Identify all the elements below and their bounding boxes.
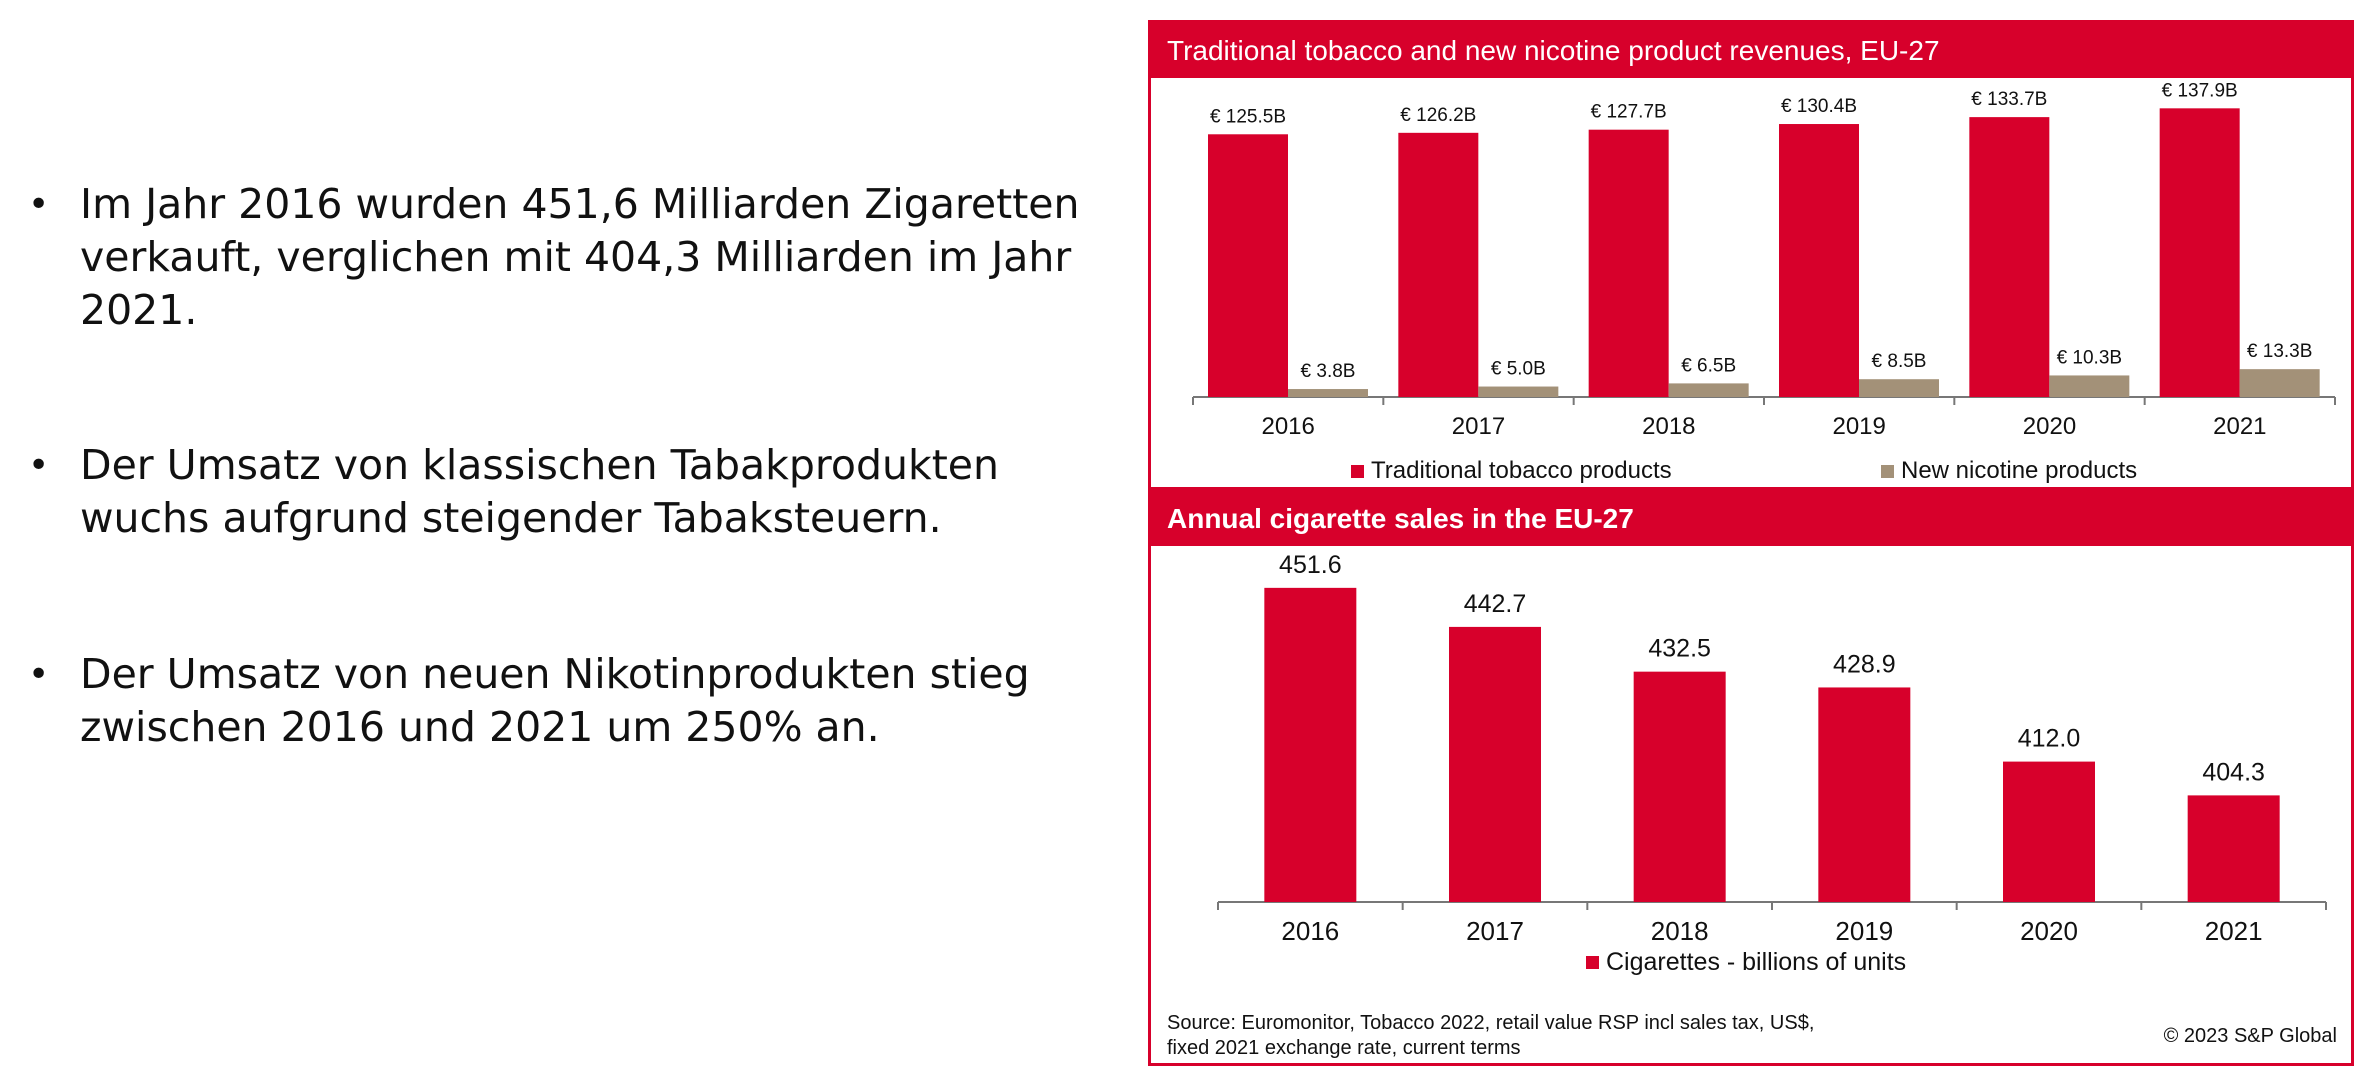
bar xyxy=(2187,795,2280,902)
data-label: 404.3 xyxy=(2202,758,2265,786)
bar xyxy=(2159,108,2240,397)
x-tick-label: 2019 xyxy=(1835,916,1893,946)
data-label: € 133.7B xyxy=(1971,89,2047,110)
data-label: € 5.0B xyxy=(1491,359,1546,380)
data-label: € 137.9B xyxy=(2162,80,2238,101)
bar xyxy=(1478,386,1559,397)
copyright: © 2023 S&P Global xyxy=(2163,1025,2337,1047)
data-label: 442.7 xyxy=(1464,590,1527,618)
data-label: 428.9 xyxy=(1833,650,1896,678)
x-tick-label: 2020 xyxy=(2023,413,2076,440)
bar xyxy=(1208,134,1288,397)
revenue-chart: € 125.5B € 3.8B 2016 € 126.2B € 5.0B 2017 € 12… xyxy=(1192,80,2336,484)
bullet-item: • Der Umsatz von neuen Nikotinprodukten … xyxy=(28,648,1108,754)
legend-swatch xyxy=(1586,956,1599,969)
data-label: 412.0 xyxy=(2018,725,2081,753)
data-label: € 126.2B xyxy=(1400,105,1476,126)
x-tick-label: 2018 xyxy=(1651,916,1709,946)
chart-title: Annual cigarette sales in the EU-27 xyxy=(1151,491,2351,546)
bar xyxy=(1969,117,2050,397)
x-tick-label: 2017 xyxy=(1452,413,1505,440)
bar xyxy=(1588,129,1669,397)
bar xyxy=(2239,369,2320,397)
bar xyxy=(1818,687,1911,902)
bullet-item: • Im Jahr 2016 wurden 451,6 Milliarden Z… xyxy=(28,178,1108,337)
x-tick-label: 2021 xyxy=(2205,916,2263,946)
data-label: € 3.8B xyxy=(1301,361,1356,382)
data-label: € 125.5B xyxy=(1210,106,1286,127)
legend-label: Traditional tobacco products xyxy=(1371,457,1672,484)
bullet-dot: • xyxy=(28,184,50,225)
bullet-text: Im Jahr 2016 wurden 451,6 Milliarden Zig… xyxy=(80,180,1080,334)
x-tick-label: 2021 xyxy=(2213,413,2266,440)
x-tick-label: 2017 xyxy=(1466,916,1524,946)
data-label: € 6.5B xyxy=(1681,355,1736,376)
cigarette-sales-panel: Annual cigarette sales in the EU-27 451.… xyxy=(1148,488,2354,1066)
bar xyxy=(2003,761,2095,902)
bar xyxy=(1668,383,1749,397)
bar xyxy=(1264,587,1357,902)
legend-label: Cigarettes - billions of units xyxy=(1606,948,1906,976)
bar xyxy=(1288,389,1368,397)
x-tick-label: 2019 xyxy=(1832,413,1885,440)
cigarette-sales-chart: 451.6 2016 442.7 2017 432.5 2018 428.9 2019 412.… xyxy=(1217,551,2327,976)
chart-title: Traditional tobacco and new nicotine pro… xyxy=(1151,23,2351,78)
legend-swatch xyxy=(1881,465,1894,478)
data-label: € 10.3B xyxy=(2057,347,2123,368)
bullet-dot: • xyxy=(28,445,50,486)
bullet-dot: • xyxy=(28,654,50,695)
x-tick-label: 2020 xyxy=(2020,916,2078,946)
bar xyxy=(1859,379,1939,397)
x-tick-label: 2016 xyxy=(1281,916,1339,946)
source-note: Source: Euromonitor, Tobacco 2022, retai… xyxy=(1167,1012,1815,1059)
bar xyxy=(1779,124,1859,398)
data-label: 451.6 xyxy=(1279,551,1342,579)
bullet-text: Der Umsatz von neuen Nikotinprodukten st… xyxy=(80,650,1030,751)
bar xyxy=(2049,375,2130,397)
data-label: € 8.5B xyxy=(1872,351,1927,372)
data-label: € 13.3B xyxy=(2247,341,2313,362)
bullet-item: • Der Umsatz von klassischen Tabakproduk… xyxy=(28,439,1108,545)
bar xyxy=(1449,626,1541,902)
x-tick-label: 2018 xyxy=(1642,413,1695,440)
bar xyxy=(1398,132,1479,397)
data-label: 432.5 xyxy=(1648,635,1711,663)
bullet-text: Der Umsatz von klassischen Tabakprodukte… xyxy=(80,441,999,542)
data-label: € 130.4B xyxy=(1781,96,1857,117)
legend-swatch xyxy=(1351,465,1364,478)
x-tick-label: 2016 xyxy=(1261,413,1314,440)
legend-label: New nicotine products xyxy=(1901,457,2137,484)
bar xyxy=(1633,671,1726,902)
data-label: € 127.7B xyxy=(1591,102,1667,123)
revenue-chart-panel: Traditional tobacco and new nicotine pro… xyxy=(1148,20,2354,490)
